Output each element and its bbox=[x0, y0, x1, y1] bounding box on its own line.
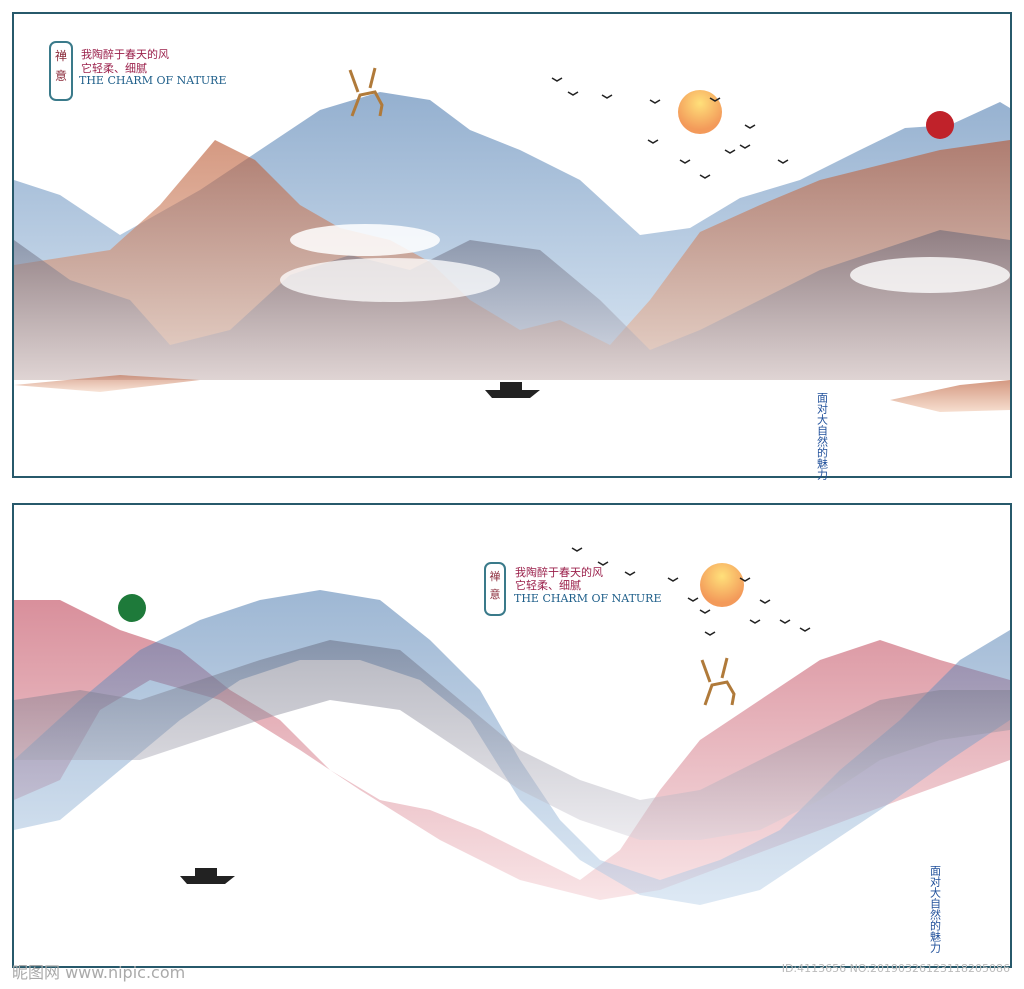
boat bbox=[485, 382, 540, 398]
ribbon-gray bbox=[14, 640, 1010, 840]
sun bbox=[678, 90, 722, 134]
watermark-site: 昵图网 www.nipic.com bbox=[12, 963, 185, 982]
poem-line: 我陶醉于春天的风 bbox=[81, 47, 169, 61]
boat bbox=[180, 868, 235, 884]
birds bbox=[571, 547, 811, 636]
vertical-text: 面对大自然的魅力 bbox=[929, 865, 942, 953]
logo-char: 禅 bbox=[490, 569, 501, 583]
mist-lake bbox=[290, 224, 440, 256]
mist-lake bbox=[850, 257, 1010, 293]
watermark-id: ID:4113656 NO:20190326123118205086 bbox=[782, 962, 1010, 975]
logo-char: 意 bbox=[490, 587, 501, 601]
logo-char: 意 bbox=[55, 68, 67, 83]
title: THE CHARM OF NATURE bbox=[514, 592, 662, 605]
tree bbox=[118, 594, 146, 622]
birds bbox=[551, 77, 789, 179]
title: THE CHARM OF NATURE bbox=[79, 74, 227, 87]
mountain-gray bbox=[14, 230, 1010, 380]
poem-line: 我陶醉于春天的风 bbox=[515, 565, 603, 579]
deer bbox=[700, 657, 736, 706]
logo-frame bbox=[484, 562, 506, 616]
poem-line: 它轻柔、细腻 bbox=[515, 578, 581, 592]
mist-lake bbox=[280, 258, 500, 302]
tree bbox=[926, 111, 954, 139]
vertical-text: 面对大自然的魅力 bbox=[816, 392, 829, 480]
reflection bbox=[14, 375, 200, 392]
reflection bbox=[890, 380, 1010, 412]
logo-char: 禅 bbox=[55, 49, 67, 63]
poem-line: 它轻柔、细腻 bbox=[81, 61, 147, 75]
sun bbox=[700, 563, 744, 607]
deer bbox=[348, 67, 384, 117]
logo-frame bbox=[49, 41, 73, 101]
